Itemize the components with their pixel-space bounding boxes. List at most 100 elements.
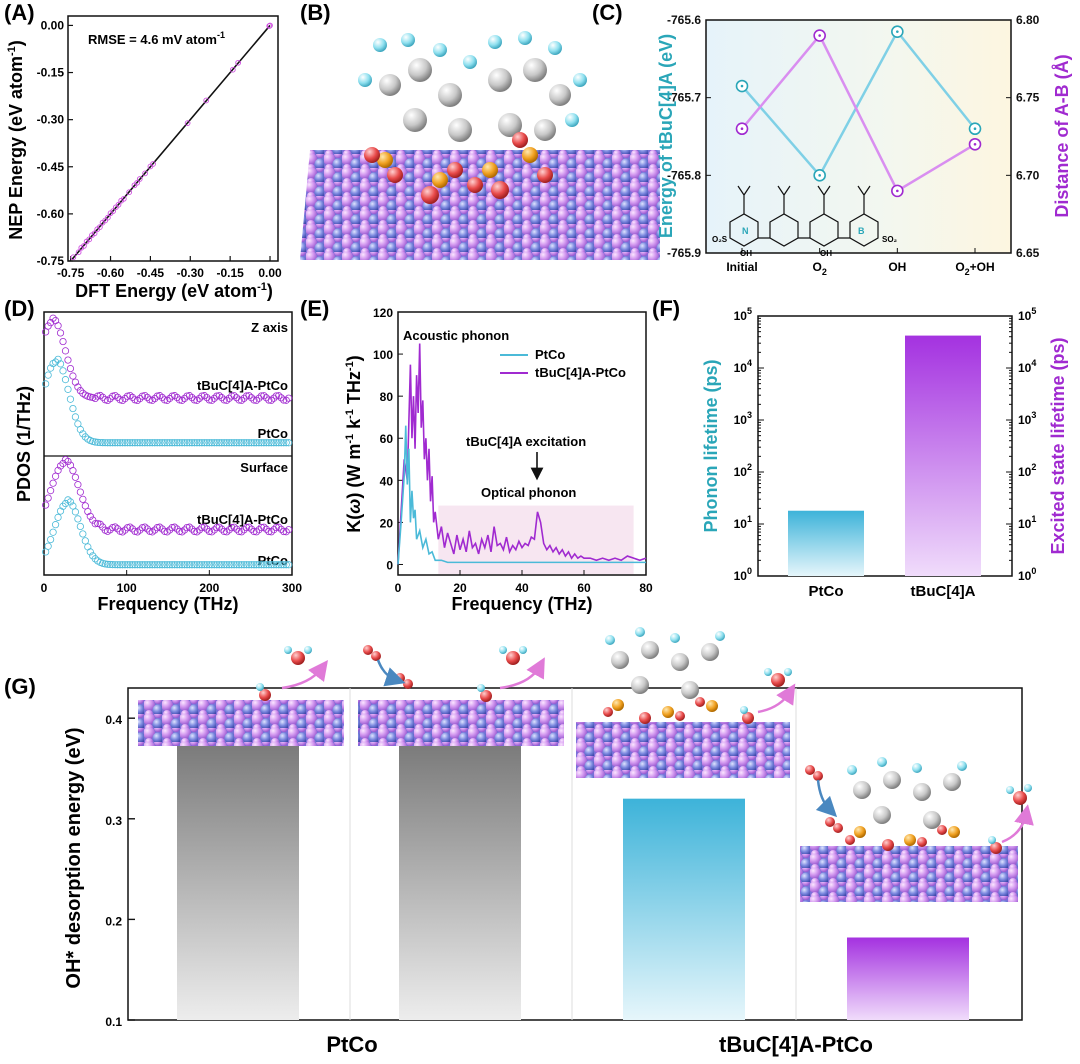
- panel-g-bar: [847, 937, 969, 1020]
- legend-ptco-label: PtCo: [535, 347, 565, 362]
- pdos-z-tbuc-point: [282, 396, 290, 404]
- panel-a-point: [115, 201, 122, 208]
- pdos-z-ptco-point: [188, 439, 196, 447]
- pdos-z-tbuc-point: [104, 396, 112, 405]
- pdos-surface-tbuc-point: [183, 524, 191, 532]
- pdos-z-ptco-point: [223, 439, 231, 447]
- pdos-surface-ptco-point: [126, 561, 134, 569]
- pdos-surface-ptco-point: [265, 561, 273, 569]
- pdos-surface-ptco-point: [247, 561, 256, 569]
- panel-d-xtick-label: 100: [117, 581, 137, 595]
- pdos-surface-ptco-point: [267, 561, 275, 569]
- panel-b: (B): [300, 0, 660, 260]
- panel-c-point-dot: [740, 84, 744, 88]
- panel-a-ytick-label: 0.00: [41, 18, 65, 32]
- pdos-surface-ptco-point: [141, 561, 149, 569]
- pdos-z-tbuc-point: [213, 392, 221, 400]
- pdos-surface-tbuc-point: [252, 528, 261, 536]
- pdos-surface-ptco-point: [262, 561, 270, 569]
- panel-e-ticks: 0 20 40 60 80 0 20 40 60 80 100 120: [373, 306, 653, 595]
- pdos-surface-tbuc-point: [242, 523, 251, 532]
- pdos-z-tbuc-point: [148, 396, 156, 404]
- pdos-z-ptco-point: [99, 439, 107, 447]
- pdos-z-ptco-point: [237, 439, 246, 447]
- pdos-z-ptco-point: [71, 413, 80, 421]
- panel-e-xtick-label: 80: [639, 581, 653, 595]
- panel-f-left-tick-label: 105: [734, 306, 752, 323]
- pdos-surface-ptco-point: [163, 561, 171, 569]
- pdos-z-ptco-point: [235, 439, 243, 447]
- pdos-z-tbuc-point: [198, 392, 206, 400]
- pdos-z-ptco-point: [153, 439, 161, 447]
- pdos-z-ptco-point: [198, 439, 206, 447]
- panel-c-right-tick-label: 6.75: [1016, 91, 1040, 105]
- pdos-surface-tbuc-point: [275, 523, 283, 531]
- pdos-z-ptco-point: [285, 439, 293, 447]
- pdos-z-ptco-point: [210, 439, 218, 447]
- pdos-z-tbuc-point: [153, 392, 161, 400]
- panel-c-right-tick-label: 6.65: [1016, 246, 1040, 260]
- pdos-z-ptco-point: [171, 439, 179, 447]
- pdos-surface-tbuc-point: [64, 457, 72, 466]
- pdos-z-ptco-point: [151, 439, 159, 447]
- pdos-z-ptco-point: [54, 355, 62, 363]
- pdos-surface-ptco-point: [74, 515, 82, 523]
- panel-a-point: [235, 59, 241, 66]
- pdos-surface-ptco-point: [136, 561, 144, 569]
- pdos-surface-tbuc-point: [228, 523, 236, 532]
- pdos-z-ptco-point: [47, 364, 55, 372]
- panel-f-right-tick-label: 102: [1018, 462, 1036, 479]
- pdos-z-ptco-point: [51, 358, 60, 366]
- panel-g-ytick-label: 0.3: [105, 814, 122, 828]
- pdos-z-tbuc-point: [171, 392, 179, 400]
- panel-a-points: [70, 22, 273, 261]
- panel-a-point: [134, 179, 140, 186]
- pdos-z-ptco-point: [136, 439, 144, 447]
- panel-b-molecule-render: [300, 31, 660, 260]
- pdos-z-tbuc-point: [64, 356, 72, 364]
- pdos-z-ptco-point: [94, 438, 102, 446]
- pdos-z-ptco-point: [148, 439, 156, 447]
- pdos-z-ptco-point: [109, 439, 117, 447]
- pdos-z-ptco-point: [163, 439, 171, 447]
- pdos-surface-tbuc-point: [163, 528, 171, 536]
- pdos-surface-ptco-point: [250, 561, 258, 569]
- pdos-z-ptco-point: [180, 439, 189, 447]
- legend-tbuc-label: tBuC[4]A-PtCo: [535, 365, 626, 380]
- panel-f-ticks: 100 100 101 101 102 102 103 103 104 104 105 105: [734, 306, 1037, 583]
- panel-f-left-tick-label: 103: [734, 410, 752, 427]
- pdos-surface-tbuc-point: [71, 473, 80, 481]
- pdos-z-tbuc-point: [260, 392, 268, 400]
- pdos-z-ptco-point: [260, 439, 268, 447]
- panel-a-frame: [67, 15, 279, 262]
- panel-b-surface: [300, 150, 660, 260]
- pdos-z-ptco-point: [252, 439, 261, 447]
- panel-e-excitation-label: tBuC[4]A excitation: [466, 434, 586, 449]
- pdos-z-tbuc-point: [230, 392, 238, 400]
- panel-c-point-dot: [896, 30, 899, 33]
- panel-c-xtick-label: Initial: [726, 260, 757, 274]
- pdos-surface-ptco-point: [220, 561, 228, 569]
- pdos-z-ptco-point: [228, 439, 236, 447]
- panel-d-curves: [42, 314, 293, 569]
- pdos-surface-tbuc-point: [193, 528, 201, 536]
- pdos-surface-tbuc-point: [257, 523, 266, 532]
- panel-d-label: (D): [4, 296, 35, 321]
- panel-a-point: [266, 23, 273, 29]
- pdos-surface-ptco-point: [173, 561, 181, 569]
- panel-f-right-ylabel: Excited state lifetime (ps): [1048, 337, 1068, 554]
- pdos-z-ptco-point: [203, 439, 211, 447]
- panel-a-point: [126, 189, 132, 196]
- pdos-surface-tbuc-point: [272, 523, 280, 532]
- panel-a-xtick-label: -0.45: [137, 266, 165, 280]
- pdos-surface-ptco-point: [81, 537, 89, 545]
- panel-f-left-ylabel: Phonon lifetime (ps): [701, 359, 721, 532]
- panel-e-ytick-label: 20: [380, 516, 394, 530]
- pdos-surface-tbuc-point: [118, 528, 127, 536]
- pdos-z-tbuc-point: [223, 396, 231, 404]
- panel-a-point: [81, 243, 87, 249]
- pdos-surface-tbuc-point: [185, 523, 194, 531]
- panel-a-ytick-label: -0.75: [37, 254, 65, 268]
- panel-g-ytick-label: 0.1: [105, 1015, 122, 1029]
- pdos-z-ptco-point: [138, 439, 146, 447]
